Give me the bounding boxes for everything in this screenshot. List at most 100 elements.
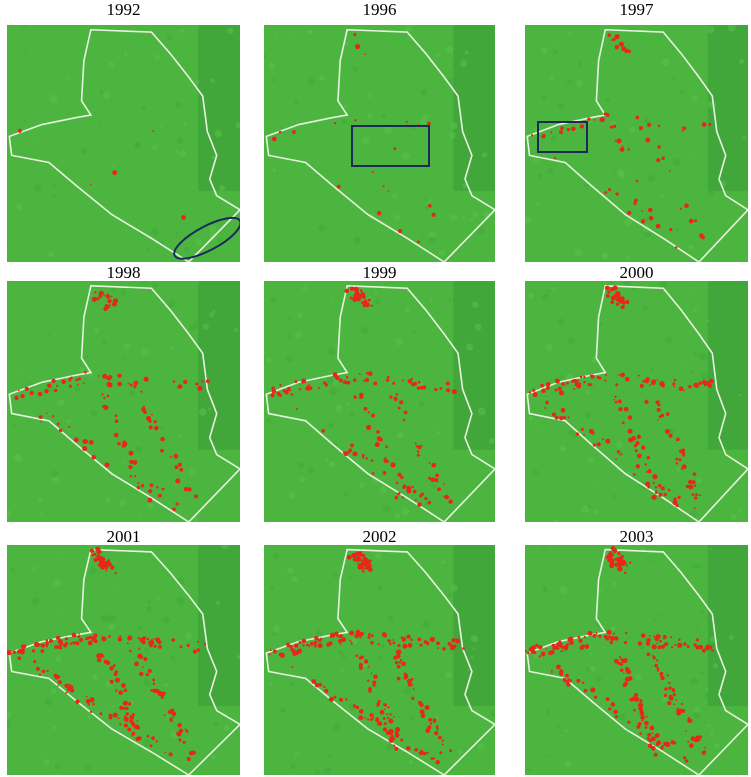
deforestation [57,423,60,426]
deforestation [54,389,57,392]
texture [710,548,712,550]
deforestation [425,728,430,733]
deforestation [345,698,347,700]
deforestation [364,407,368,411]
deforestation [368,666,370,668]
texture [49,95,57,103]
texture [231,383,235,387]
texture [550,75,554,79]
texture [736,41,739,44]
deforestation [90,636,92,638]
texture [290,764,295,769]
deforestation [685,759,688,762]
texture [545,395,548,398]
deforestation [682,448,684,450]
deforestation [619,656,621,658]
deforestation [360,290,363,293]
deforestation [674,379,677,382]
deforestation [160,449,164,453]
deforestation [398,229,402,233]
deforestation [615,401,618,404]
texture [34,140,36,142]
deforestation [272,136,277,141]
texture [39,512,42,515]
texture [588,457,594,463]
deforestation [403,675,407,679]
deforestation [696,638,699,641]
deforestation [119,706,123,710]
deforestation [582,682,585,685]
deforestation [402,379,404,381]
deforestation [647,737,650,740]
deforestation [688,480,692,484]
texture [701,671,705,675]
texture [478,407,486,415]
deforestation [590,375,592,377]
texture [383,505,391,513]
deforestation [669,170,671,172]
deforestation [140,390,142,392]
deforestation [315,683,319,687]
texture [19,375,21,377]
deforestation [141,484,144,487]
deforestation [97,557,101,561]
texture [584,412,590,418]
texture [598,479,601,482]
deforestation [657,408,661,412]
deforestation [417,502,422,507]
texture [708,586,714,592]
deforestation [99,712,102,715]
deforestation [126,712,129,715]
deforestation [607,33,610,36]
deforestation [694,485,696,487]
deforestation [681,703,683,705]
texture [561,687,563,689]
deforestation [673,497,677,501]
deforestation [103,295,105,297]
texture [152,282,157,287]
deforestation [618,399,622,403]
deforestation [664,687,668,691]
deforestation [359,656,362,659]
texture [478,743,484,749]
deforestation [45,639,48,642]
texture [661,195,664,198]
texture [290,682,295,687]
deforestation [193,650,197,654]
deforestation [657,379,659,381]
deforestation [544,407,546,409]
deforestation [622,561,627,566]
deforestation [187,644,190,647]
texture [677,467,682,472]
deforestation [323,686,325,688]
deforestation [594,119,596,121]
deforestation [634,693,638,697]
deforestation [383,471,387,475]
deforestation [539,655,541,657]
deforestation [18,129,22,133]
deforestation [377,211,381,215]
deforestation [334,696,337,699]
deforestation [364,717,366,719]
deforestation [651,746,656,751]
texture [602,252,608,258]
deforestation [649,216,654,221]
texture [671,48,674,51]
deforestation [376,430,380,434]
deforestation [663,635,667,639]
deforestation [634,444,637,447]
deforestation [571,126,576,131]
deforestation [617,450,620,453]
texture [558,319,565,326]
deforestation [610,708,612,710]
deforestation [390,733,393,736]
deforestation [101,393,103,395]
deforestation [359,554,362,557]
deforestation [393,656,397,660]
deforestation [699,494,701,496]
deforestation [462,647,465,650]
deforestation [654,664,658,668]
deforestation [206,379,210,383]
deforestation [552,644,555,647]
texture [626,256,631,261]
